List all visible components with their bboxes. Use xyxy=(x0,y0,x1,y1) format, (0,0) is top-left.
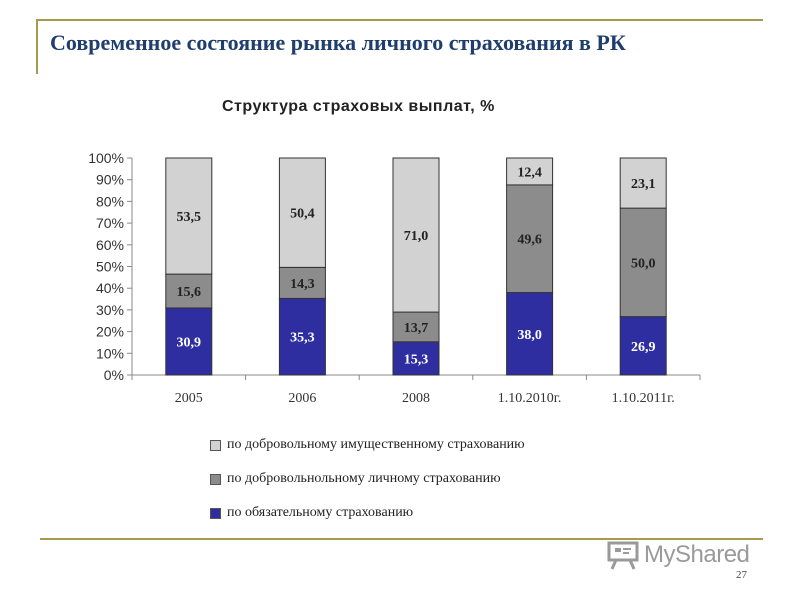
x-tick-label: 2005 xyxy=(175,391,203,406)
bar-value-label: 35,3 xyxy=(290,331,315,346)
y-tick-label: 40% xyxy=(96,280,124,296)
y-tick-label: 0% xyxy=(104,367,124,383)
legend-label: по добровольнольному личному страхованию xyxy=(227,471,501,486)
bar-value-label: 50,4 xyxy=(290,207,315,222)
x-tick-label: 1.10.2010г. xyxy=(498,391,562,406)
y-tick-label: 30% xyxy=(96,302,124,318)
slide-frame-top xyxy=(36,19,763,21)
presentation-board-icon xyxy=(607,541,639,570)
y-tick-label: 60% xyxy=(96,237,124,253)
bar-segment xyxy=(278,297,326,376)
y-tick-label: 70% xyxy=(96,215,124,231)
legend-item: по обязательному страхованию xyxy=(210,496,630,530)
bar-segment xyxy=(506,157,554,186)
bar-segment xyxy=(619,207,667,318)
bar-value-label: 49,6 xyxy=(517,233,542,248)
bar-value-label: 13,7 xyxy=(404,321,429,336)
chart-legend: по добровольному имущественному страхова… xyxy=(210,428,630,530)
y-tick-label: 90% xyxy=(96,172,124,188)
bar-value-label: 30,9 xyxy=(177,335,202,350)
bar-value-label: 12,4 xyxy=(517,165,542,180)
bar-segment xyxy=(165,307,213,376)
legend-item: по добровольнольному личному страхованию xyxy=(210,462,630,496)
bar-value-label: 14,3 xyxy=(290,277,315,292)
bar-segment xyxy=(392,341,440,376)
bar-value-label: 50,0 xyxy=(631,256,656,271)
legend-swatch-mandatory xyxy=(210,507,221,519)
slide-title: Современное состояние рынка личного стра… xyxy=(50,30,626,55)
legend-item: по добровольному имущественному страхова… xyxy=(210,428,630,462)
y-tick-label: 10% xyxy=(96,345,124,361)
page-number: 27 xyxy=(736,569,747,581)
legend-swatch-personal xyxy=(210,473,221,485)
x-tick-label: 2006 xyxy=(288,391,316,406)
bar-segment xyxy=(619,157,667,209)
bar-value-label: 15,6 xyxy=(177,285,202,300)
bar-value-label: 15,3 xyxy=(404,352,429,367)
bar-segment xyxy=(506,184,554,294)
bar-value-label: 53,5 xyxy=(177,210,202,225)
bar-segment xyxy=(619,316,667,376)
bar-segment xyxy=(392,157,440,313)
bar-segment xyxy=(278,157,326,268)
x-tick-label: 1.10.2011г. xyxy=(612,391,675,406)
bar-segment xyxy=(165,273,213,309)
x-tick-label: 2008 xyxy=(402,391,430,406)
bar-value-label: 71,0 xyxy=(404,229,429,244)
y-tick-label: 50% xyxy=(96,259,124,275)
bar-segment xyxy=(278,266,326,299)
slide-frame-left xyxy=(36,19,38,74)
legend-label: по обязательному страхованию xyxy=(227,505,414,520)
chart-title: Структура страховых выплат, % xyxy=(222,98,495,115)
legend-label: по добровольному имущественному страхова… xyxy=(227,437,525,452)
bar-value-label: 26,9 xyxy=(631,340,656,355)
bar-value-label: 38,0 xyxy=(517,328,542,343)
slide-frame-bottom xyxy=(40,538,763,540)
bar-value-label: 23,1 xyxy=(631,177,656,192)
watermark-logo: MyShared xyxy=(606,538,750,572)
legend-swatch-property xyxy=(210,439,221,451)
y-tick-label: 100% xyxy=(88,150,124,166)
bar-segment xyxy=(506,292,554,376)
watermark-text: MyShared xyxy=(644,541,750,568)
bar-segment xyxy=(165,157,213,275)
y-tick-label: 20% xyxy=(96,324,124,340)
y-tick-label: 80% xyxy=(96,193,124,209)
